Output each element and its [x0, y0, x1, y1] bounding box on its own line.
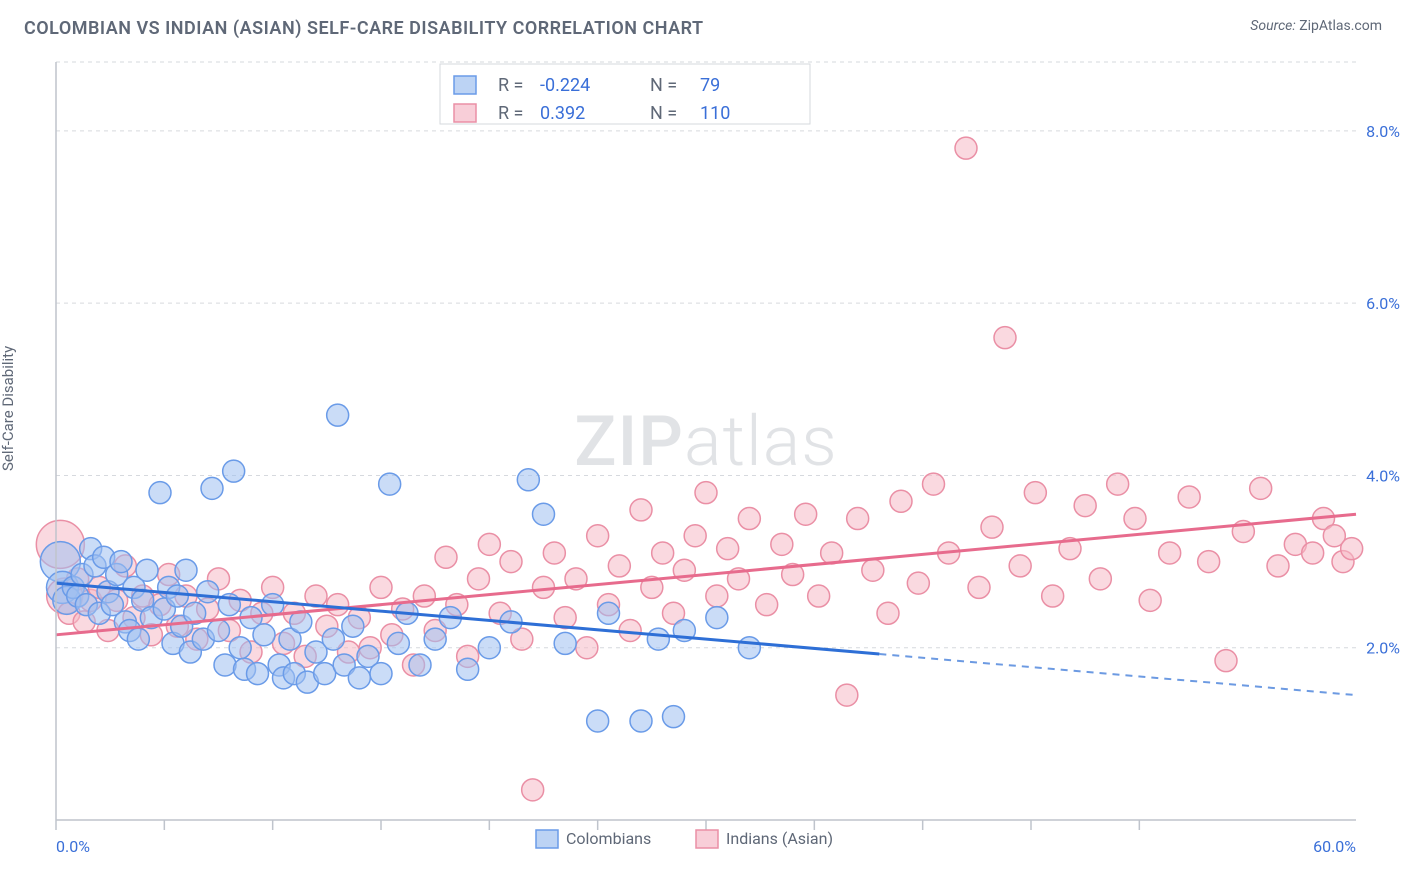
svg-text:2.0%: 2.0% [1366, 639, 1400, 658]
svg-text:79: 79 [700, 75, 720, 96]
svg-text:ZIPatlas: ZIPatlas [574, 401, 838, 483]
source-attribution: Source: ZipAtlas.com [1250, 18, 1382, 34]
svg-text:60.0%: 60.0% [1313, 837, 1356, 856]
svg-text:N =: N = [650, 75, 677, 96]
svg-text:8.0%: 8.0% [1366, 122, 1400, 141]
source-value: ZipAtlas.com [1299, 18, 1382, 34]
page-title: COLOMBIAN VS INDIAN (ASIAN) SELF-CARE DI… [24, 18, 704, 39]
svg-text:-0.224: -0.224 [540, 75, 590, 96]
svg-text:R =: R = [498, 75, 523, 96]
svg-text:0.0%: 0.0% [56, 837, 90, 856]
chart-container: Self-Care Disability ZIPatlas 0.0% 60.0% 2.… [0, 50, 1406, 892]
y-axis-label: Self-Care Disability [0, 346, 17, 471]
svg-text:110: 110 [700, 103, 730, 124]
source-label: Source: [1250, 18, 1295, 34]
svg-text:0.392: 0.392 [540, 103, 585, 124]
svg-text:Indians (Asian): Indians (Asian) [726, 829, 833, 848]
scatter-chart: ZIPatlas 0.0% 60.0% 2.0% 4.0% 6.0% 8.0% R = -0.2… [0, 50, 1406, 892]
svg-text:N =: N = [650, 103, 677, 124]
svg-text:4.0%: 4.0% [1366, 466, 1400, 485]
svg-text:6.0%: 6.0% [1366, 294, 1400, 313]
svg-text:R =: R = [498, 103, 523, 124]
svg-text:Colombians: Colombians [566, 829, 651, 848]
